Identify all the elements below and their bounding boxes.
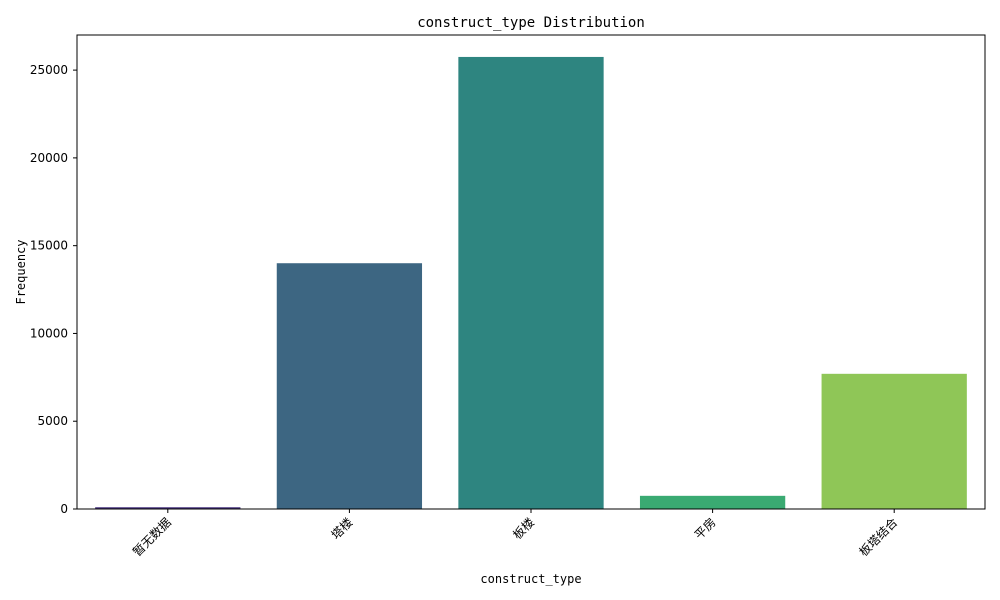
y-tick-label: 20000 xyxy=(30,151,68,165)
x-tick-label: 板楼 xyxy=(510,515,538,543)
x-tick-label: 平房 xyxy=(691,515,719,543)
x-tick-label: 板塔结合 xyxy=(856,515,901,560)
bars-layer xyxy=(95,56,967,509)
bar-1 xyxy=(95,507,241,509)
bar-2 xyxy=(276,263,423,509)
chart-title: construct_type Distribution xyxy=(417,15,645,31)
bar-3 xyxy=(458,56,604,509)
y-axis: 0 5000 10000 15000 20000 25000 xyxy=(30,63,77,516)
x-tick-label: 塔楼 xyxy=(328,515,356,543)
x-axis-label: construct_type xyxy=(480,572,581,586)
y-tick-label: 5000 xyxy=(37,414,68,428)
bar-4 xyxy=(639,495,786,509)
y-tick-label: 15000 xyxy=(30,239,68,253)
bar-5 xyxy=(821,373,967,509)
y-axis-label: Frequency xyxy=(14,239,28,304)
x-tick-label: 暂无数据 xyxy=(129,515,174,560)
y-tick-label: 25000 xyxy=(30,63,68,77)
plot-frame xyxy=(76,34,986,510)
y-tick-label: 0 xyxy=(60,502,68,516)
y-tick-label: 10000 xyxy=(30,326,68,340)
x-axis: 暂无数据 塔楼 板楼 平房 板塔结合 xyxy=(129,509,900,559)
